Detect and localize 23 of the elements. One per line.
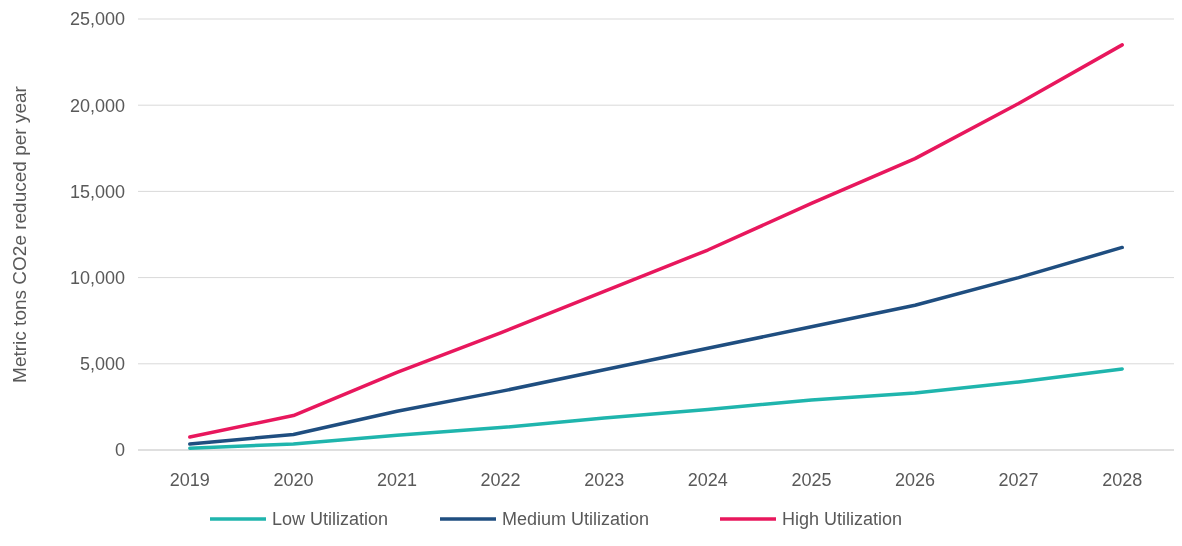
- y-tick-label: 5,000: [79, 354, 125, 375]
- legend-label: Low Utilization: [272, 509, 389, 530]
- x-tick-label: 2025: [791, 470, 832, 490]
- legend-label: Medium Utilization: [502, 509, 650, 530]
- x-tick-label: 2026: [894, 470, 936, 490]
- y-tick-label: 25,000: [69, 9, 125, 30]
- x-tick-label: 2019: [169, 470, 210, 490]
- line-series: [188, 43, 1124, 439]
- line-series: [188, 245, 1124, 446]
- x-tick-label: 2023: [584, 470, 625, 490]
- x-tick-label: 2021: [376, 470, 418, 490]
- x-tick-label: 2022: [480, 470, 521, 490]
- y-tick-label: 10,000: [69, 267, 125, 288]
- y-axis-title: Metric tons CO2e reduced per year: [9, 85, 30, 383]
- x-tick-label: 2027: [998, 470, 1039, 490]
- x-tick-label: 2020: [273, 470, 314, 490]
- x-tick-label: 2028: [1102, 470, 1143, 490]
- line-series: [188, 367, 1124, 451]
- y-tick-label: 20,000: [69, 95, 125, 116]
- y-tick-label: 0: [114, 440, 125, 461]
- legend-label: High Utilization: [782, 509, 903, 530]
- y-tick-label: 15,000: [69, 181, 125, 202]
- x-tick-label: 2024: [687, 470, 728, 490]
